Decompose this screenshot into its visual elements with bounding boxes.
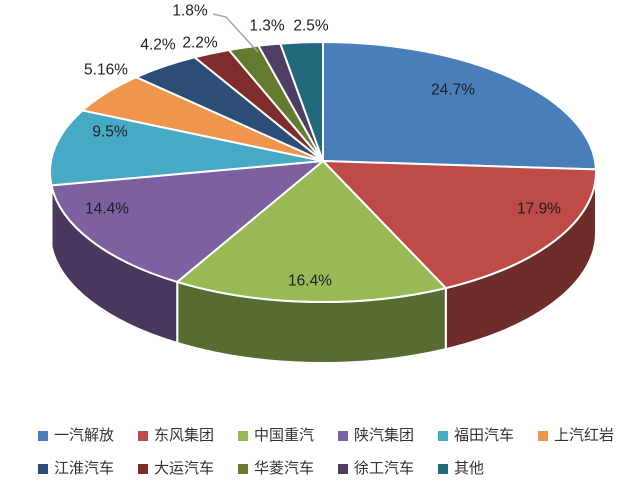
legend-swatch-icon: [38, 463, 48, 474]
data-label-1: 24.7%: [431, 82, 475, 99]
data-label-10: 1.3%: [249, 18, 285, 35]
legend-label: 徐工汽车: [354, 460, 415, 477]
legend-label: 大运汽车: [154, 460, 215, 477]
legend-swatch-icon: [338, 430, 348, 441]
legend-swatch-icon: [238, 430, 248, 441]
pie-plot-area: 24.7% 17.9% 16.4% 14.4% 9.5% 5.16% 4.2% 2.2% 1.8…: [49, 3, 597, 364]
legend-label: 华菱汽车: [254, 460, 315, 477]
legend-item-10: 徐工汽车: [338, 455, 438, 482]
legend-row-2: 江淮汽车 大运汽车 华菱汽车 徐工汽车 其他: [38, 455, 638, 482]
legend-label: 江淮汽车: [54, 460, 115, 477]
data-label-7: 4.2%: [140, 37, 176, 54]
data-label-3: 16.4%: [288, 273, 332, 290]
legend-swatch-icon: [338, 463, 348, 474]
legend-row-1: 一汽解放 东风集团 中国重汽 陕汽集团 福田汽车 上汽红岩: [38, 422, 638, 449]
data-label-11: 2.5%: [293, 18, 329, 35]
data-label-9: 1.8%: [172, 3, 208, 20]
legend-label: 上汽红岩: [554, 427, 615, 444]
pie-slice-2: [322, 160, 597, 290]
legend-swatch-icon: [538, 430, 548, 441]
data-label-4: 14.4%: [85, 201, 129, 218]
legend-swatch-icon: [438, 430, 448, 441]
data-label-8: 2.2%: [182, 35, 218, 52]
legend-item-5: 福田汽车: [438, 422, 538, 449]
legend-item-6: 上汽红岩: [538, 422, 638, 449]
data-label-5: 9.5%: [92, 124, 128, 141]
legend-label: 其他: [454, 460, 485, 477]
leader-line: [212, 13, 259, 53]
legend-item-11: 其他: [438, 455, 538, 482]
legend-item-8: 大运汽车: [138, 455, 238, 482]
pie-slice-1: [322, 41, 597, 171]
legend-item-1: 一汽解放: [38, 422, 138, 449]
legend-label: 陕汽集团: [354, 427, 415, 444]
chart-legend: 一汽解放 东风集团 中国重汽 陕汽集团 福田汽车 上汽红岩江淮汽车 大运汽车 华菱汽车 徐工汽车…: [38, 422, 638, 482]
pie-slice-3: [176, 160, 447, 303]
legend-swatch-icon: [238, 463, 248, 474]
legend-label: 福田汽车: [454, 427, 515, 444]
pie-slice-5: [49, 109, 324, 187]
legend-item-2: 东风集团: [138, 422, 238, 449]
legend-label: 中国重汽: [254, 427, 315, 444]
legend-item-9: 华菱汽车: [238, 455, 338, 482]
legend-swatch-icon: [138, 463, 148, 474]
legend-swatch-icon: [38, 430, 48, 441]
data-label-2: 17.9%: [517, 201, 561, 218]
legend-label: 东风集团: [154, 427, 215, 444]
legend-item-7: 江淮汽车: [38, 455, 138, 482]
pie-slice-4: [50, 160, 324, 283]
data-label-6: 5.16%: [84, 62, 128, 79]
legend-swatch-icon: [438, 463, 448, 474]
legend-swatch-icon: [138, 430, 148, 441]
pie-slice-11: [279, 41, 324, 162]
legend-item-3: 中国重汽: [238, 422, 338, 449]
legend-label: 一汽解放: [54, 427, 115, 444]
legend-item-4: 陕汽集团: [338, 422, 438, 449]
